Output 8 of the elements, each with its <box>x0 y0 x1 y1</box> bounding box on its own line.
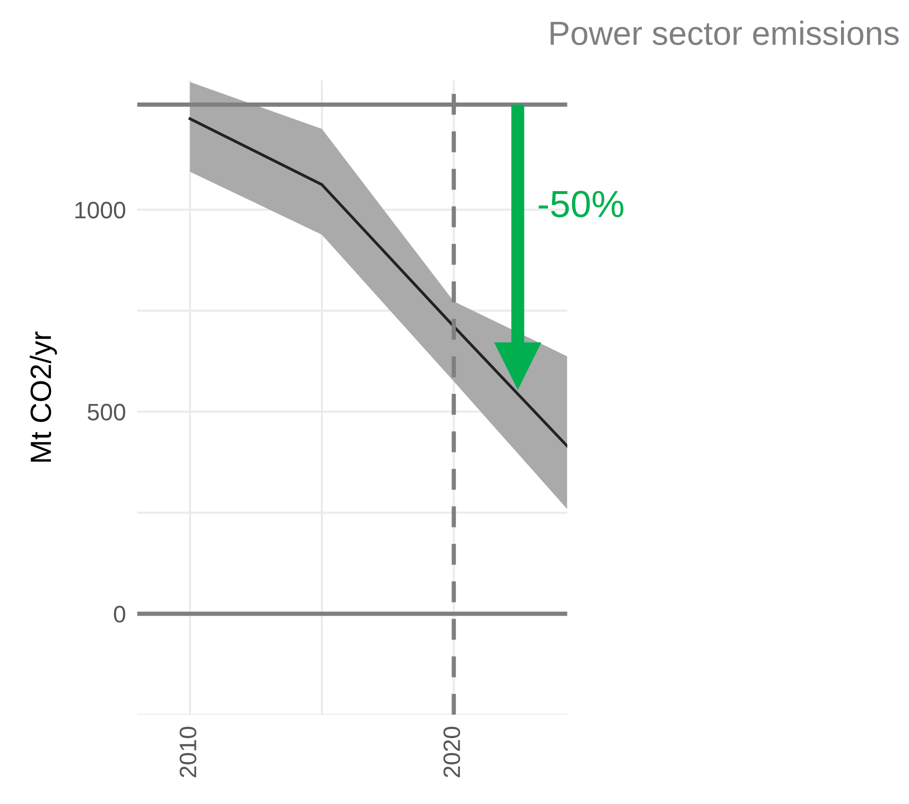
annotation: -50% <box>538 190 624 218</box>
y-tick-label: 1000 <box>75 202 126 218</box>
y-tick-label: 500 <box>88 404 126 421</box>
x-tick-label: 2010 <box>180 726 196 778</box>
text: Power sector emissions <box>550 20 899 46</box>
y-axis-title: Mt CO2/yr <box>30 332 57 462</box>
y-tick-label: 0 <box>114 606 126 623</box>
x-tick-label: 2020 <box>443 726 460 778</box>
